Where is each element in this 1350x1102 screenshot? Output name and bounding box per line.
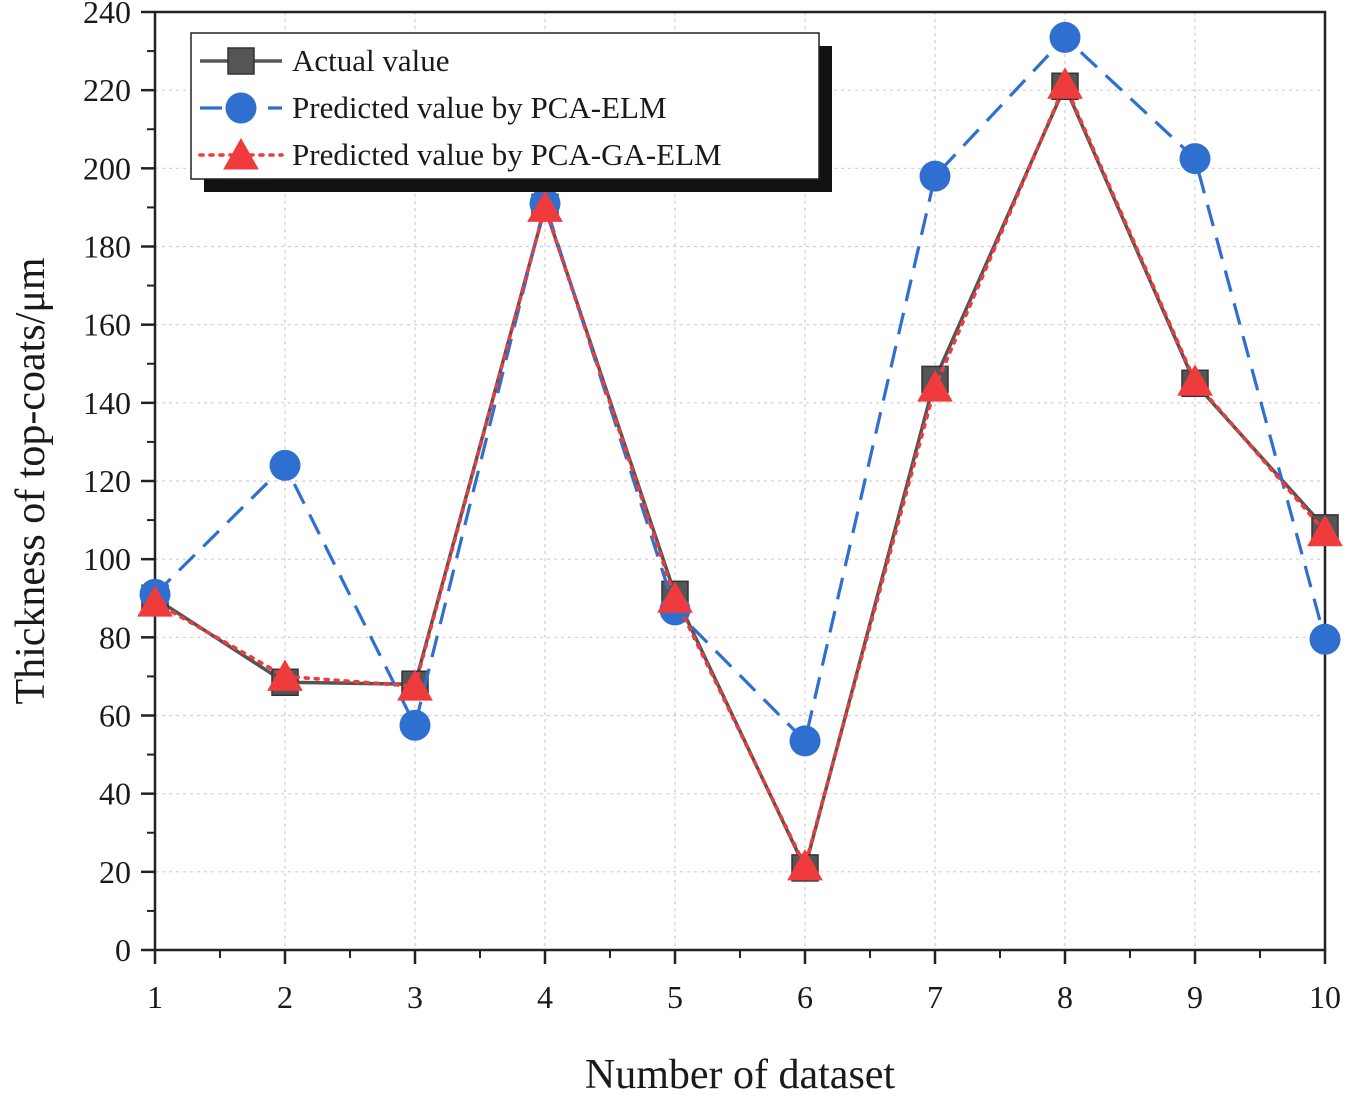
legend-item-3: Predicted value by PCA-GA-ELM xyxy=(198,137,722,172)
x-tick-label: 8 xyxy=(1057,979,1073,1015)
x-tick-label: 7 xyxy=(927,979,943,1015)
legend-box xyxy=(190,32,820,180)
legend-label: Predicted value by PCA-GA-ELM xyxy=(292,137,722,172)
data-point-triangle xyxy=(787,848,823,881)
y-tick-label: 140 xyxy=(83,385,131,421)
data-point-circle xyxy=(1179,143,1211,175)
data-point-circle xyxy=(919,160,951,192)
y-tick-label: 240 xyxy=(83,0,131,30)
data-point-triangle xyxy=(917,370,953,402)
y-tick-label: 220 xyxy=(83,72,131,108)
series-line xyxy=(153,35,1327,743)
y-tick-label: 180 xyxy=(83,229,131,265)
legend-marker xyxy=(223,138,259,170)
series-3 xyxy=(137,67,1343,881)
legend-item-1: Actual value xyxy=(200,43,450,78)
x-tick-label: 9 xyxy=(1187,979,1203,1015)
x-axis-title: Number of dataset xyxy=(585,1052,896,1098)
data-point-circle xyxy=(269,449,301,481)
y-tick-label: 20 xyxy=(99,854,131,890)
data-point-circle xyxy=(1309,623,1341,655)
legend-label: Actual value xyxy=(292,43,450,78)
y-tick-label: 60 xyxy=(99,698,131,734)
data-point-triangle xyxy=(1047,67,1083,99)
data-point-triangle xyxy=(1307,514,1343,547)
y-tick-label: 120 xyxy=(83,463,131,499)
y-tick-label: 160 xyxy=(83,307,131,343)
data-point-circle xyxy=(399,709,431,741)
series-line xyxy=(153,82,1327,868)
x-tick-label: 4 xyxy=(537,979,553,1015)
y-tick-label: 80 xyxy=(99,619,131,655)
data-point-circle xyxy=(789,725,821,757)
y-tick-label: 0 xyxy=(115,932,131,968)
y-tick-label: 200 xyxy=(83,150,131,186)
x-tick-label: 1 xyxy=(147,979,163,1015)
series-1 xyxy=(141,72,1339,882)
x-tick-label: 6 xyxy=(797,979,813,1015)
y-tick-label: 40 xyxy=(99,776,131,812)
data-point-circle xyxy=(1049,21,1081,53)
series-line xyxy=(154,84,1327,870)
data-point-triangle xyxy=(397,669,433,701)
x-tick-label: 2 xyxy=(277,979,293,1015)
legend-label: Predicted value by PCA-ELM xyxy=(292,90,667,125)
axes: 0 20 40 60 80 100 120 140 160 180 200 220 240 1 2 3 4 5 6 7… xyxy=(83,0,1341,1015)
y-axis-title: Thickness of top-coats/μm xyxy=(8,257,54,704)
series xyxy=(137,21,1343,882)
legend: Actual value Predicted value by PCA-ELM Pr… xyxy=(190,32,832,192)
data-point-triangle xyxy=(267,659,303,691)
y-tick-label: 100 xyxy=(83,541,131,577)
data-point-triangle xyxy=(1177,364,1213,396)
x-tick-label: 5 xyxy=(667,979,683,1015)
legend-item-2: Predicted value by PCA-ELM xyxy=(200,90,667,125)
data-point-triangle xyxy=(527,190,563,222)
x-tick-label: 3 xyxy=(407,979,423,1015)
data-point-triangle xyxy=(137,585,173,617)
x-tick-label: 10 xyxy=(1309,979,1341,1015)
legend-marker xyxy=(227,47,255,75)
data-point-triangle xyxy=(657,581,693,613)
legend-marker xyxy=(225,92,257,124)
